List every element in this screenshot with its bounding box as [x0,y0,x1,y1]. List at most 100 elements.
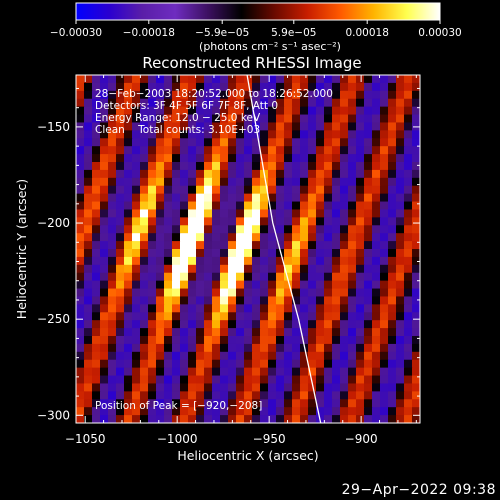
heatmap-cell [204,359,213,369]
heatmap-cell [172,328,181,337]
heatmap-cell [404,256,413,266]
heatmap-cell [380,209,389,218]
heatmap-cell [404,280,413,290]
heatmap-cell [300,122,309,131]
heatmap-cell [332,75,341,84]
heatmap-cell [92,225,101,234]
heatmap-cell [340,415,349,423]
heatmap-cell [84,162,93,171]
heatmap-cell [268,233,277,242]
heatmap-cell [116,399,125,408]
heatmap-cell [316,383,325,392]
heatmap-cell [348,367,357,377]
heatmap-cell [100,138,109,147]
heatmap-cell [108,114,117,124]
heatmap-cell [380,336,389,345]
heatmap-cell [316,169,325,179]
heatmap-cell [76,280,85,290]
heatmap-cell [412,359,420,369]
heatmap-cell [84,225,93,234]
heatmap-cell [228,343,237,353]
heatmap-cell [276,328,285,337]
heatmap-cell [116,367,125,377]
heatmap-cell [316,296,325,305]
heatmap-cell [228,288,237,298]
heatmap-cell [172,399,181,408]
heatmap-cell [132,296,141,305]
heatmap-cell [252,272,261,282]
heatmap-cell [268,399,277,408]
heatmap-cell [132,249,141,258]
heatmap-cell [380,391,389,400]
heatmap-cell [132,146,141,155]
heatmap-cell [252,185,261,195]
heatmap-cell [404,249,413,258]
heatmap-cell [396,399,405,408]
heatmap-cell [372,138,381,147]
heatmap-cell [156,367,165,377]
heatmap-cell [188,162,197,171]
heatmap-cell [364,375,373,385]
heatmap-cell [332,264,341,274]
heatmap-cell [260,130,269,139]
heatmap-cell [252,328,261,337]
heatmap-cell [348,280,357,290]
heatmap-cell [236,383,245,392]
heatmap-cell [124,280,133,290]
heatmap-cell [308,280,317,290]
heatmap-cell [292,399,301,408]
heatmap-cell [76,217,85,226]
heatmap-cell [236,359,245,369]
heatmap-cell [132,225,141,234]
heatmap-cell [100,217,109,226]
heatmap-cell [332,82,341,92]
heatmap-cell [244,138,253,147]
heatmap-cell [196,154,205,163]
heatmap-cell [220,225,229,234]
heatmap-cell [156,256,165,266]
heatmap-cell [116,90,125,100]
heatmap-cell [348,154,357,163]
heatmap-cell [220,351,229,361]
heatmap-cell [244,304,253,313]
heatmap-cell [92,185,101,195]
heatmap-cell [108,162,117,171]
heatmap-cell [332,383,341,392]
heatmap-cell [244,130,253,139]
heatmap-cell [404,146,413,155]
heatmap-cell [180,264,189,274]
heatmap-cell [332,343,341,353]
heatmap-cell [324,217,333,226]
heatmap-cell [84,193,93,203]
heatmap-cell [412,138,420,147]
heatmap-cell [172,130,181,139]
heatmap-cell [100,169,109,179]
heatmap-cell [348,75,357,84]
heatmap-cell [188,288,197,298]
heatmap-cell [412,209,420,218]
heatmap-cell [324,138,333,147]
heatmap-cell [412,312,420,321]
heatmap-cell [380,304,389,313]
heatmap-cell [260,209,269,218]
heatmap-cell [388,391,397,400]
heatmap-cell [252,106,261,116]
heatmap-cell [284,249,293,258]
heatmap-cell [260,264,269,274]
heatmap-cell [148,233,157,242]
heatmap-cell [396,256,405,266]
heatmap-cell [364,82,373,92]
heatmap-cell [276,312,285,321]
heatmap-cell [284,280,293,290]
heatmap-cell [100,351,109,361]
heatmap-cell [308,233,317,242]
heatmap-cell [316,217,325,226]
heatmap-cell [92,256,101,266]
heatmap-cell [396,241,405,250]
heatmap-cell [260,82,269,92]
heatmap-cell [292,336,301,345]
heatmap-cell [196,122,205,131]
heatmap-cell [380,154,389,163]
heatmap-cell [308,336,317,345]
heatmap-cell [228,98,237,108]
